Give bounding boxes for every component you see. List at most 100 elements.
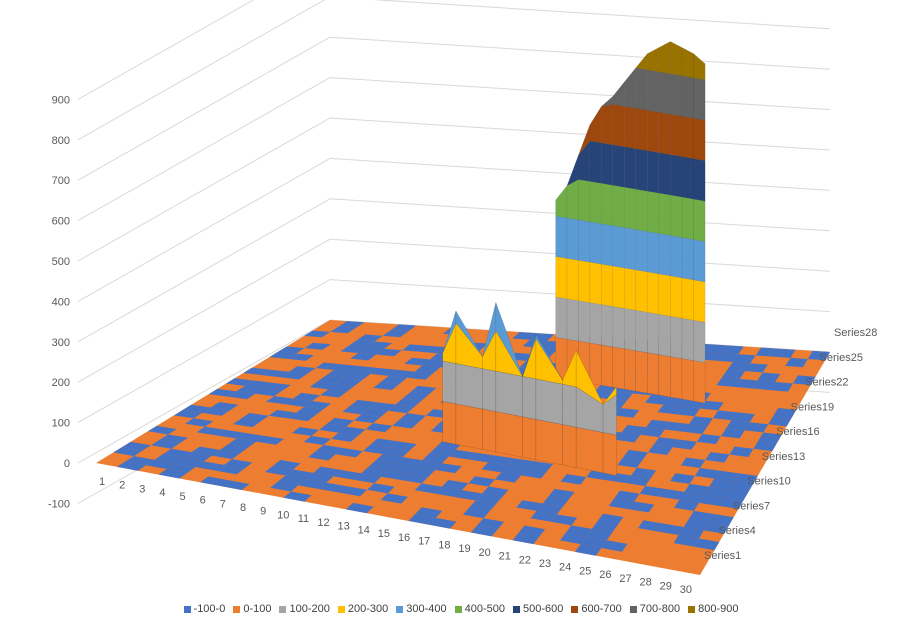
ridge-band <box>612 184 625 228</box>
floor-neg-cell <box>195 461 225 471</box>
z-tick-label: 200 <box>52 377 70 389</box>
floor-neg-cell <box>308 451 336 461</box>
x-tick-label: 16 <box>398 532 410 544</box>
depth-tick-label: Series4 <box>718 525 755 537</box>
floor-neg-cell <box>288 412 316 422</box>
ridge-band <box>623 267 636 311</box>
ridge-band <box>635 269 648 313</box>
floor-neg-cell <box>174 410 203 419</box>
floor-neg-cell <box>773 407 797 419</box>
ridge-band <box>693 53 706 81</box>
front-band <box>522 376 537 420</box>
floor-neg-cell <box>773 348 796 358</box>
ridge-band <box>658 71 671 115</box>
ridge-band <box>658 273 671 317</box>
ridge-band <box>658 111 671 155</box>
ridge-band <box>693 279 706 323</box>
floor-neg-cell <box>708 514 734 526</box>
floor-neg-cell <box>224 459 253 469</box>
surface-ridge <box>442 41 706 476</box>
floor-neg-cell <box>689 416 713 427</box>
floor-neg-cell <box>388 463 416 474</box>
z-tick-label: 500 <box>52 256 70 268</box>
floor-neg-cell <box>272 459 301 470</box>
floor-neg-cell <box>694 538 720 551</box>
gridline-left <box>77 0 255 100</box>
floor-neg-cell <box>586 528 613 541</box>
ridge-band <box>612 144 625 188</box>
floor-neg-cell <box>551 514 578 526</box>
ridge-band <box>589 105 602 144</box>
x-axis-ticks: 1 2 3 4 5 6 7 8 9 10 11 12 13 14 15 16 17 18 19 20 21 22 23 24 2… <box>99 476 692 596</box>
ridge-band <box>601 104 614 146</box>
legend-label: 600-700 <box>581 603 622 615</box>
floor-neg-cell <box>744 363 768 373</box>
floor-neg-cell <box>335 448 363 458</box>
z-tick-label: 100 <box>52 418 70 430</box>
ridge-band <box>693 239 706 283</box>
z-tick-label: 700 <box>52 175 70 187</box>
floor-neg-cell <box>361 408 389 417</box>
floor-neg-cell <box>640 427 665 438</box>
floor-neg-cell <box>683 423 708 434</box>
gridline-left <box>77 319 331 464</box>
floor-neg-cell <box>175 457 204 468</box>
floor-neg-cell <box>720 345 744 355</box>
depth-tick-label: Series16 <box>776 426 819 438</box>
front-band <box>562 424 577 468</box>
z-tick-label: 0 <box>64 458 70 470</box>
floor-neg-cell <box>220 480 250 491</box>
front-band <box>575 350 604 405</box>
depth-tick-label: Series10 <box>747 476 790 488</box>
floor-neg-cell <box>365 423 393 433</box>
floor-neg-cell <box>339 486 368 497</box>
depth-tick-label: Series22 <box>805 377 848 389</box>
ridge-band <box>647 231 660 275</box>
ridge-band <box>670 73 683 117</box>
front-band <box>495 370 523 418</box>
legend-item: 200-300 <box>337 603 388 615</box>
depth-tick-label: Series28 <box>834 327 877 339</box>
floor-neg-cell <box>319 423 347 433</box>
x-tick-label: 6 <box>200 495 206 507</box>
front-band <box>562 383 577 428</box>
floor-neg-cell <box>376 348 402 357</box>
floor-neg-cell <box>146 459 176 469</box>
floor-neg-cell <box>435 463 462 474</box>
floor-neg-cell <box>694 467 720 479</box>
floor-neg-cell <box>404 357 430 366</box>
x-tick-label: 20 <box>478 547 490 559</box>
ridge-band <box>623 308 636 351</box>
floor-neg-cell <box>462 507 490 519</box>
floor-neg-cell <box>507 458 534 469</box>
floor-neg-cell <box>255 388 283 397</box>
floor-neg-cell <box>402 392 430 401</box>
floor-neg-cell <box>244 380 273 389</box>
floor-neg-cell <box>265 465 294 476</box>
floor-neg-cell <box>429 517 457 529</box>
floor-neg-cell <box>758 432 782 443</box>
floor-neg-cell <box>757 372 781 383</box>
floor-neg-cell <box>362 444 390 455</box>
ridge-band <box>670 154 683 198</box>
floor-neg-cell <box>269 351 297 359</box>
floor-neg-cell <box>512 332 537 340</box>
floor-neg-cell <box>113 447 143 457</box>
floor-neg-cell <box>185 418 214 427</box>
ridge-band <box>623 67 636 109</box>
legend-swatch <box>571 605 579 613</box>
floor-neg-cell <box>714 470 739 482</box>
front-band <box>522 416 537 461</box>
ridge-band <box>612 265 625 309</box>
legend-swatch <box>512 605 520 613</box>
floor-neg-cell <box>441 479 469 491</box>
floor-neg-cell <box>481 462 508 473</box>
floor-neg-cell <box>679 491 705 503</box>
legend-item: 500-600 <box>512 603 563 615</box>
floor-neg-cell <box>580 536 607 548</box>
front-band <box>495 302 523 377</box>
floor-neg-cell <box>317 375 345 384</box>
legend-item: -100-0 <box>183 603 225 615</box>
floor-neg-cell <box>325 370 353 378</box>
